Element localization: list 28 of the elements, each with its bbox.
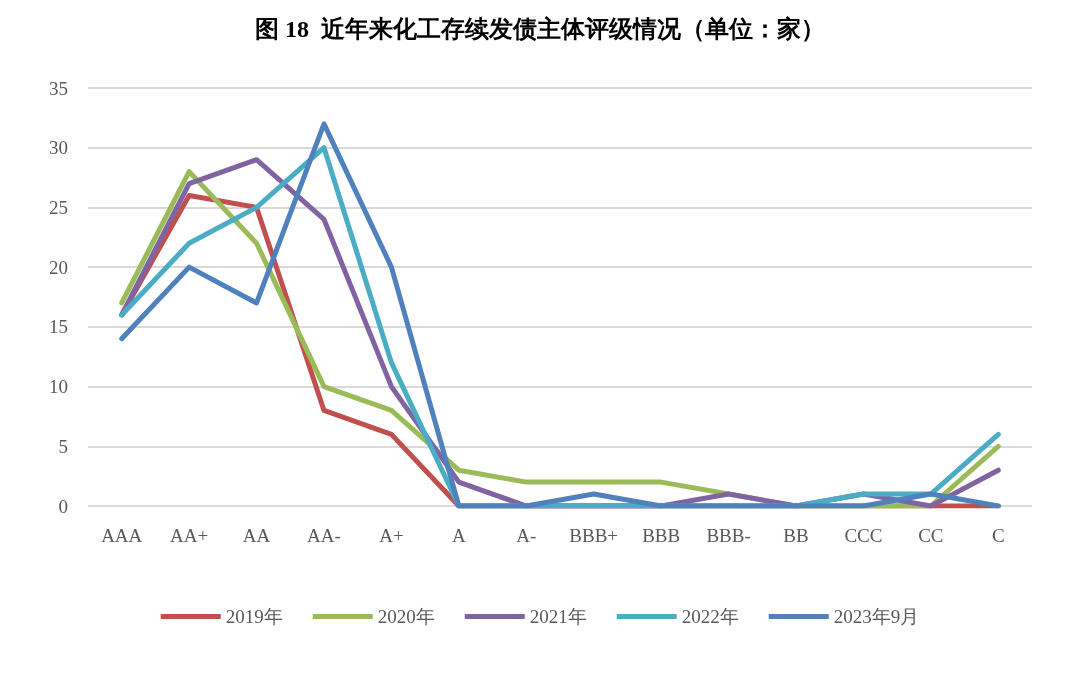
x-tick-label: AA- (307, 525, 341, 546)
x-tick-label: BBB (642, 525, 681, 546)
x-tick-label: CC (918, 525, 944, 546)
x-tick-label: A+ (379, 525, 404, 546)
y-tick-label: 20 (49, 256, 68, 278)
legend-label: 2019年 (225, 606, 283, 627)
y-tick-label: 25 (49, 196, 68, 218)
x-tick-label: CCC (844, 525, 883, 546)
chart-title: 图 18 近年来化工存续发债主体评级情况（单位：家） (255, 15, 825, 42)
y-tick-label: 5 (58, 435, 68, 457)
x-tick-label: BBB- (706, 525, 751, 546)
x-tick-label: AA+ (170, 525, 209, 546)
y-tick-label: 30 (49, 137, 68, 159)
x-tick-label: BBB+ (569, 525, 619, 546)
legend-label: 2022年 (681, 606, 739, 627)
y-tick-label: 10 (49, 376, 68, 398)
y-tick-label: 35 (49, 77, 68, 99)
x-tick-label: A (451, 525, 466, 546)
legend-label: 2020年 (377, 606, 435, 627)
legend-label: 2023年9月 (833, 606, 920, 627)
x-tick-label: AA (242, 525, 271, 546)
y-tick-label: 0 (58, 495, 68, 517)
x-tick-label: BB (783, 525, 809, 546)
x-tick-label: A- (516, 525, 537, 546)
y-tick-label: 15 (49, 316, 68, 338)
x-tick-label: AAA (101, 525, 143, 546)
legend-label: 2021年 (529, 606, 587, 627)
x-tick-label: C (991, 525, 1005, 546)
